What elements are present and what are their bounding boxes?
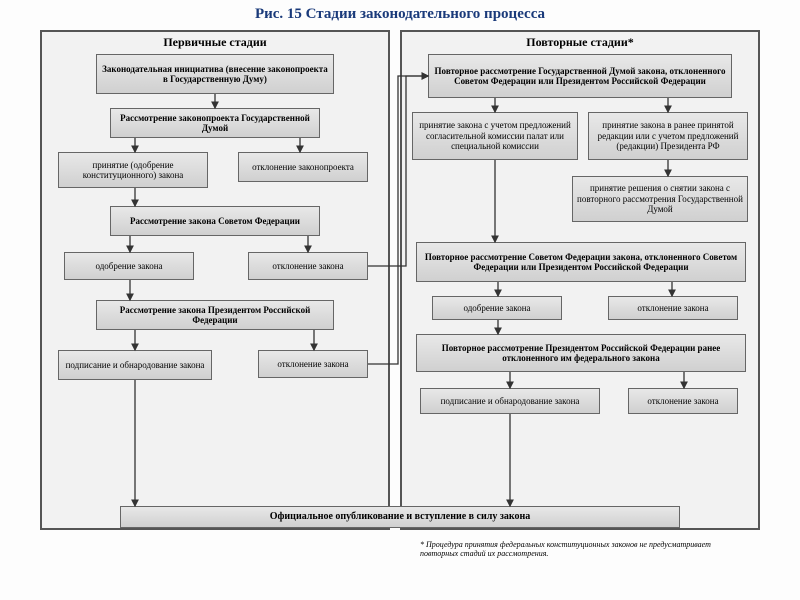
box-bottom: Официальное опубликование и вступление в… bbox=[120, 506, 680, 528]
box-r6: Повторное рассмотрение Президентом Росси… bbox=[416, 334, 746, 372]
box-l3a: принятие (одобрение конституционного) за… bbox=[58, 152, 208, 188]
box-r4: Повторное рассмотрение Советом Федерации… bbox=[416, 242, 746, 282]
page-title: Рис. 15 Стадии законодательного процесса bbox=[0, 0, 800, 27]
box-r7a: подписание и обнародование закона bbox=[420, 388, 600, 414]
box-l1: Законодательная инициатива (внесение зак… bbox=[96, 54, 334, 94]
right-header: Повторные стадии* bbox=[402, 32, 758, 53]
box-r2b: принятие закона в ранее принятой редакци… bbox=[588, 112, 748, 160]
left-header: Первичные стадии bbox=[42, 32, 388, 53]
footnote: * Процедура принятия федеральных констит… bbox=[420, 540, 750, 558]
box-l6: Рассмотрение закона Президентом Российск… bbox=[96, 300, 334, 330]
box-l7a: подписание и обнародование закона bbox=[58, 350, 212, 380]
box-l7b: отклонение закона bbox=[258, 350, 368, 378]
box-r3: принятие решения о сня­тии закона с повт… bbox=[572, 176, 748, 222]
box-r5b: отклонение закона bbox=[608, 296, 738, 320]
box-r1: Повторное рассмотрение Государственной Д… bbox=[428, 54, 732, 98]
box-r7b: отклонение закона bbox=[628, 388, 738, 414]
box-r2a: принятие закона с учетом предложений сог… bbox=[412, 112, 578, 160]
box-l4: Рассмотрение закона Советом Федерации bbox=[110, 206, 320, 236]
box-l3b: отклонение законопроекта bbox=[238, 152, 368, 182]
box-l2: Рассмотрение законопроекта Государственн… bbox=[110, 108, 320, 138]
box-r5a: одобрение закона bbox=[432, 296, 562, 320]
box-l5b: отклонение закона bbox=[248, 252, 368, 280]
left-frame: Первичные стадии bbox=[40, 30, 390, 530]
box-l5a: одобрение закона bbox=[64, 252, 194, 280]
